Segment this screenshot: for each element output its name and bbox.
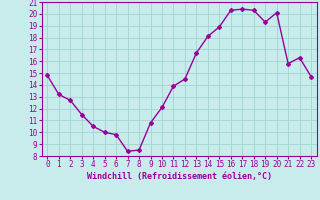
X-axis label: Windchill (Refroidissement éolien,°C): Windchill (Refroidissement éolien,°C) bbox=[87, 172, 272, 181]
